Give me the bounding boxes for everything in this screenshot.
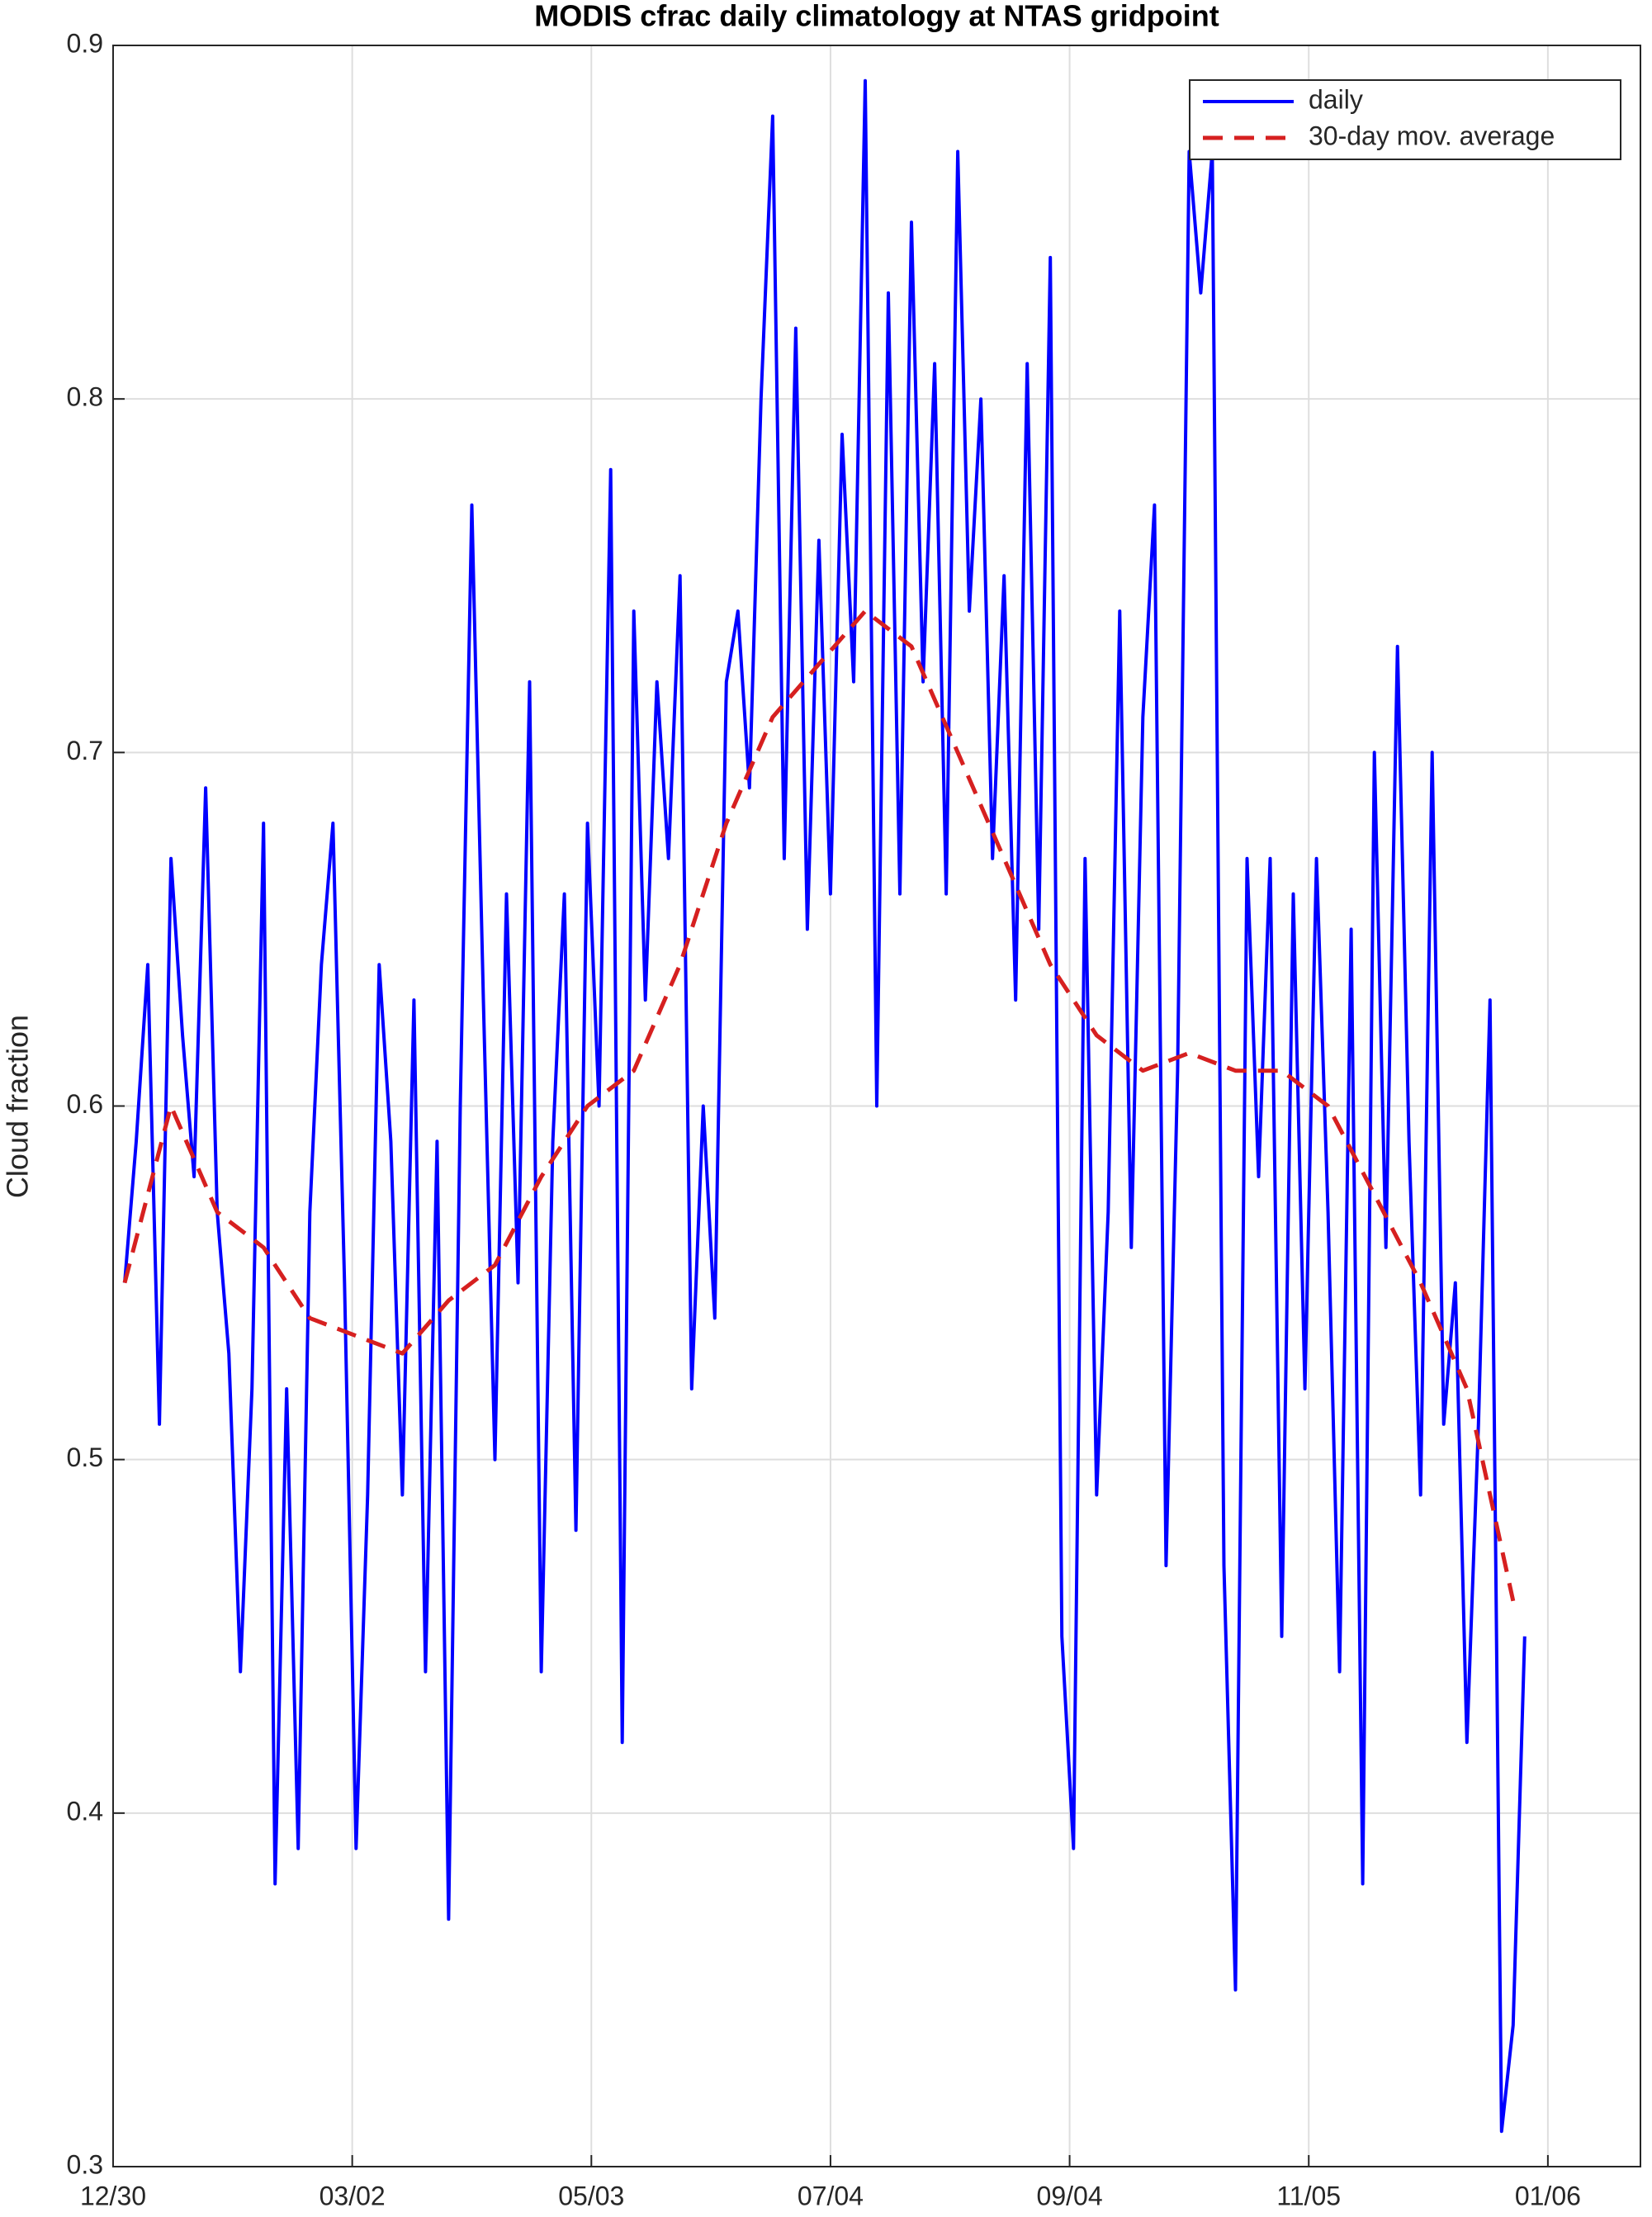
x-tick-label: 09/04 bbox=[1037, 2181, 1103, 2210]
legend-label: daily bbox=[1309, 84, 1363, 114]
y-tick-label: 0.8 bbox=[67, 382, 103, 412]
legend-box bbox=[1189, 79, 1621, 160]
legend-label: 30-day mov. average bbox=[1309, 121, 1555, 150]
x-tick-label: 01/06 bbox=[1515, 2181, 1581, 2210]
x-tick-label: 07/04 bbox=[798, 2181, 864, 2210]
y-tick-label: 0.3 bbox=[67, 2149, 103, 2179]
y-tick-label: 0.7 bbox=[67, 736, 103, 765]
data-line bbox=[122, 609, 1516, 1602]
y-axis-label: Cloud fraction bbox=[1, 1015, 35, 1198]
x-tick-label: 12/30 bbox=[80, 2181, 146, 2210]
x-tick-label: 11/05 bbox=[1276, 2181, 1341, 2210]
data-line bbox=[123, 78, 1527, 2134]
x-tick-label: 05/03 bbox=[558, 2181, 624, 2210]
y-tick-label: 0.4 bbox=[67, 1796, 103, 1826]
y-tick-label: 0.5 bbox=[67, 1442, 103, 1472]
y-tick-label: 0.6 bbox=[67, 1089, 103, 1119]
plot-frame bbox=[112, 45, 1641, 2167]
chart-title: MODIS cfrac daily climatology at NTAS gr… bbox=[534, 0, 1219, 33]
y-tick-label: 0.9 bbox=[67, 28, 103, 58]
x-tick-label: 03/02 bbox=[320, 2181, 386, 2210]
legend: daily 30-day mov. average bbox=[1189, 79, 1621, 160]
